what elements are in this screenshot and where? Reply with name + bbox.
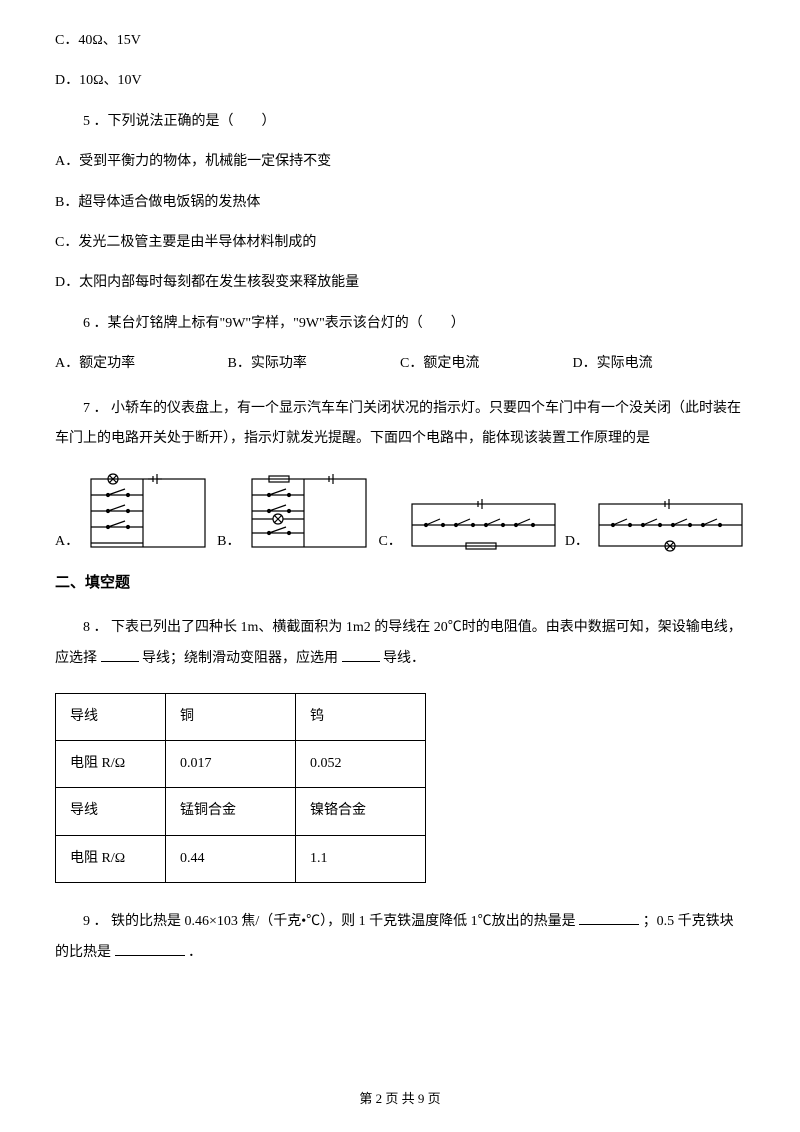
q7-circuits: A． B． [55, 473, 745, 553]
section-2-title: 二、填空题 [55, 571, 745, 595]
q7-stem: 7 ． 小轿车的仪表盘上，有一个显示汽车车门关闭状况的指示灯。只要四个车门中有一… [55, 394, 745, 456]
q9-text-1: 9 ． 铁的比热是 0.46×103 焦/（千克•℃），则 1 千克铁温度降低 … [83, 914, 576, 929]
q7-label-b: B． [217, 531, 240, 553]
q5-option-b: B．超导体适合做电饭锅的发热体 [55, 192, 745, 214]
table-row: 电阻 R/Ω 0.017 0.052 [56, 741, 426, 788]
q6-option-a: A．额定功率 [55, 353, 228, 375]
cell: 导线 [56, 693, 166, 740]
cell: 0.052 [296, 741, 426, 788]
q5-option-c: C．发光二极管主要是由半导体材料制成的 [55, 232, 745, 254]
q8-table: 导线 铜 钨 电阻 R/Ω 0.017 0.052 导线 锰铜合金 镍铬合金 电… [55, 693, 426, 884]
q7-label-d: D． [565, 531, 589, 553]
q9-blank-1 [579, 911, 639, 925]
cell: 钨 [296, 693, 426, 740]
cell: 铜 [166, 693, 296, 740]
circuit-a-icon [83, 473, 213, 553]
q6-option-d: D．实际电流 [573, 353, 746, 375]
q9-text-3: ． [188, 945, 202, 960]
q8-blank-1 [101, 648, 139, 662]
cell: 电阻 R/Ω [56, 835, 166, 882]
q5-option-a: A．受到平衡力的物体，机械能一定保持不变 [55, 151, 745, 173]
q4-option-c: C．40Ω、15V [55, 30, 745, 52]
cell: 镍铬合金 [296, 788, 426, 835]
q5-option-d: D．太阳内部每时每刻都在发生核裂变来释放能量 [55, 272, 745, 294]
q8-stem: 8 ． 下表已列出了四种长 1m、横截面积为 1m2 的导线在 20℃时的电阻值… [55, 613, 745, 675]
q8-text-3: 导线． [383, 651, 425, 666]
q4-option-d: D．10Ω、10V [55, 70, 745, 92]
cell: 1.1 [296, 835, 426, 882]
q9-blank-2 [115, 942, 185, 956]
cell: 0.017 [166, 741, 296, 788]
table-row: 电阻 R/Ω 0.44 1.1 [56, 835, 426, 882]
q6-options: A．额定功率 B．实际功率 C．额定电流 D．实际电流 [55, 353, 745, 375]
circuit-b-icon [244, 473, 374, 553]
q8-text-2: 导线；绕制滑动变阻器，应选用 [142, 651, 338, 666]
q6-option-c: C．额定电流 [400, 353, 573, 375]
q6-option-b: B．实际功率 [228, 353, 401, 375]
table-row: 导线 铜 钨 [56, 693, 426, 740]
q8-blank-2 [342, 648, 380, 662]
cell: 锰铜合金 [166, 788, 296, 835]
q5-stem: 5 ．下列说法正确的是（ ） [55, 111, 745, 133]
cell: 导线 [56, 788, 166, 835]
q6-stem: 6 ．某台灯铭牌上标有"9W"字样，"9W"表示该台灯的（ ） [55, 313, 745, 335]
cell: 电阻 R/Ω [56, 741, 166, 788]
q7-label-a: A． [55, 531, 79, 553]
q9-stem: 9 ． 铁的比热是 0.46×103 焦/（千克•℃），则 1 千克铁温度降低 … [55, 907, 745, 969]
table-row: 导线 锰铜合金 镍铬合金 [56, 788, 426, 835]
circuit-c-icon [406, 498, 561, 553]
q7-label-c: C． [378, 531, 401, 553]
cell: 0.44 [166, 835, 296, 882]
page-footer: 第 2 页 共 9 页 [0, 1089, 800, 1110]
circuit-d-icon [593, 498, 748, 553]
